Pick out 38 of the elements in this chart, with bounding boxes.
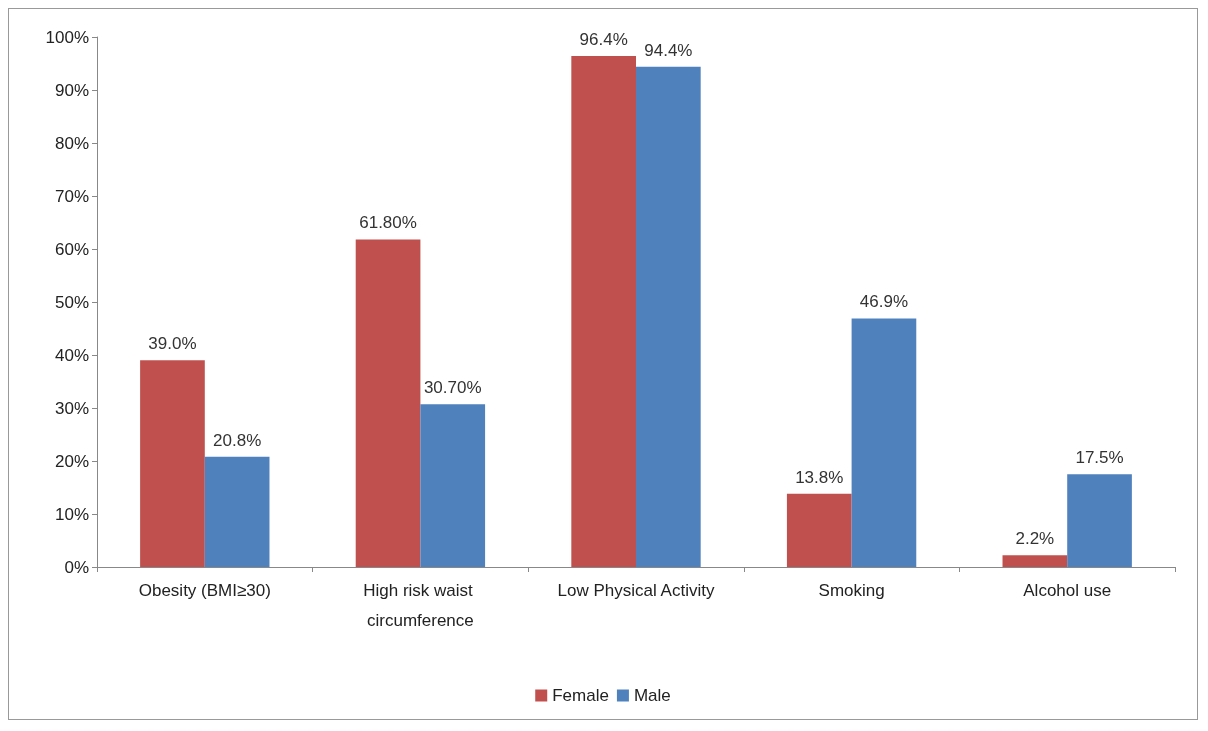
x-tick-label: Alcohol use xyxy=(1023,580,1112,600)
x-tick-label: High risk waist circumference xyxy=(363,580,478,630)
y-tick-label: 10% xyxy=(54,504,89,524)
y-tick-label: 40% xyxy=(54,345,89,365)
bar xyxy=(851,318,917,567)
bar xyxy=(204,456,270,567)
x-tick-label: Obesity (BMI≥30) xyxy=(138,580,271,600)
data-label: 20.8% xyxy=(213,430,262,450)
data-label: 17.5% xyxy=(1075,448,1124,468)
x-tick-label: Smoking xyxy=(818,580,885,600)
data-label: 96.4% xyxy=(579,30,628,50)
y-tick-label: 100% xyxy=(45,27,89,47)
bar xyxy=(355,239,421,567)
legend-label: Female xyxy=(552,686,609,705)
y-tick-label: 80% xyxy=(54,133,89,153)
data-label: 94.4% xyxy=(644,40,693,60)
data-label: 39.0% xyxy=(148,334,197,354)
bar xyxy=(140,360,205,567)
data-label: 46.9% xyxy=(859,292,909,312)
bar xyxy=(571,56,636,567)
y-tick-label: 0% xyxy=(64,557,89,577)
data-label: 61.80% xyxy=(359,213,417,233)
legend-label: Male xyxy=(633,686,671,705)
y-tick-label: 30% xyxy=(54,398,89,418)
data-label: 30.70% xyxy=(423,378,482,398)
bar xyxy=(636,66,701,567)
x-tick-label: Low Physical Activity xyxy=(557,580,715,600)
bar xyxy=(786,493,852,567)
y-tick-label: 20% xyxy=(54,451,89,471)
y-tick-label: 90% xyxy=(54,80,89,100)
bar xyxy=(420,404,486,567)
bar xyxy=(1067,474,1132,567)
y-tick-label: 50% xyxy=(54,292,89,312)
y-tick-label: 60% xyxy=(54,239,89,259)
bar xyxy=(1002,555,1068,567)
y-tick-label: 70% xyxy=(54,186,89,206)
data-label: 13.8% xyxy=(795,467,844,487)
data-label: 2.2% xyxy=(1015,529,1055,549)
